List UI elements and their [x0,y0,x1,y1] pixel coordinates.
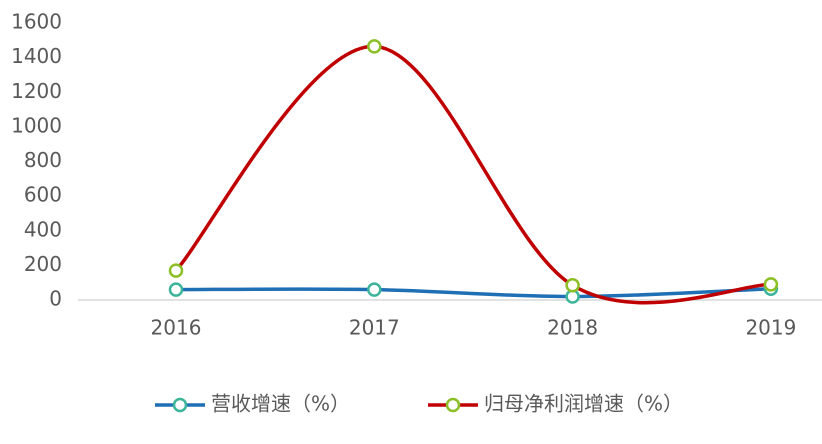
y-tick-label: 1400 [11,44,62,68]
legend-label: 归母净利润增速（%） [484,392,683,416]
x-tick-label: 2018 [547,316,598,340]
marker [367,39,382,54]
y-tick-label: 0 [49,287,62,311]
y-tick-label: 400 [24,217,62,241]
marker [168,263,184,278]
x-tick-label: 2017 [349,316,400,340]
y-tick-label: 1000 [11,113,62,137]
marker [168,282,184,297]
y-tick-label: 200 [24,252,62,276]
y-tick-label: 600 [24,183,62,207]
marker [763,277,779,292]
marker [367,282,382,297]
series-line [175,286,771,299]
x-tick-label: 2019 [745,316,796,340]
legend-marker [172,397,188,413]
series-line [174,44,771,305]
legend-label: 营收增速（%） [211,392,350,416]
y-tick-label: 1200 [11,79,62,103]
y-tick-label: 800 [24,148,62,172]
y-tick-label: 1600 [11,10,62,34]
legend-marker [445,397,461,413]
marker [565,278,580,293]
x-tick-label: 2016 [151,316,202,340]
